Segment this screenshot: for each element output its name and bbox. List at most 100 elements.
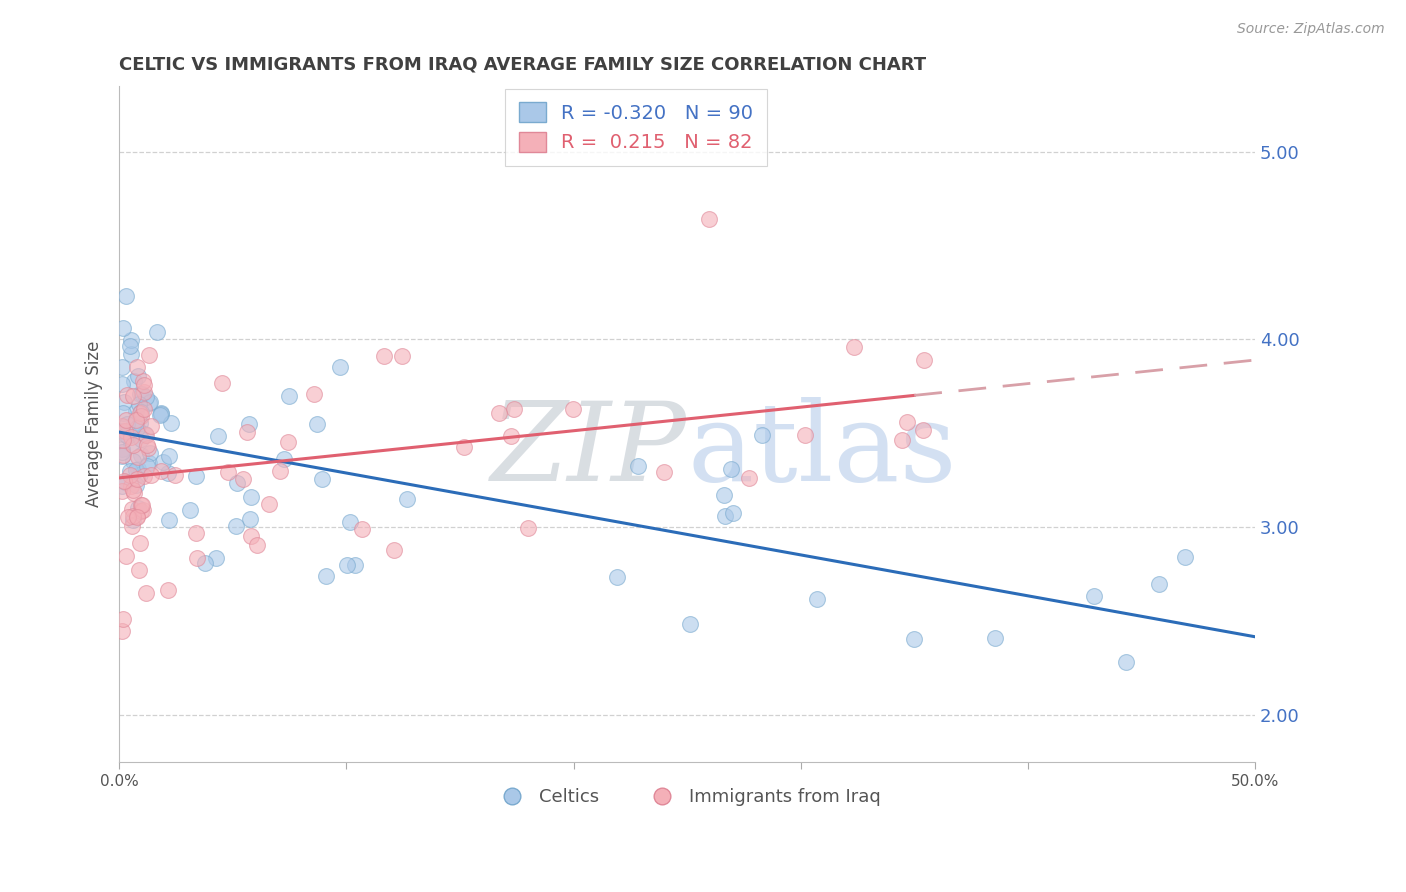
- Point: [136, 438, 159, 452]
- Point: [132, 385, 155, 400]
- Point: [111, 433, 134, 447]
- Point: [315, 568, 337, 582]
- Point: [146, 325, 169, 339]
- Point: [207, 428, 229, 442]
- Point: [382, 543, 405, 558]
- Point: [152, 454, 174, 468]
- Point: [186, 551, 208, 566]
- Point: [911, 423, 934, 437]
- Point: [165, 468, 187, 483]
- Point: [217, 466, 239, 480]
- Point: [111, 479, 134, 493]
- Point: [1174, 550, 1197, 565]
- Point: [453, 440, 475, 454]
- Point: [120, 478, 142, 492]
- Point: [111, 419, 134, 434]
- Point: [131, 498, 153, 512]
- Point: [1083, 589, 1105, 603]
- Point: [225, 519, 247, 533]
- Point: [128, 397, 150, 411]
- Point: [738, 471, 761, 485]
- Point: [127, 360, 149, 375]
- Point: [111, 442, 134, 456]
- Point: [720, 462, 742, 476]
- Point: [125, 472, 148, 486]
- Point: [125, 510, 148, 524]
- Point: [120, 429, 142, 443]
- Point: [115, 289, 138, 303]
- Point: [124, 486, 146, 500]
- Point: [114, 475, 136, 489]
- Point: [127, 509, 149, 524]
- Point: [1147, 577, 1170, 591]
- Text: atlas: atlas: [688, 397, 956, 504]
- Point: [336, 558, 359, 573]
- Point: [184, 468, 207, 483]
- Point: [114, 424, 136, 438]
- Point: [891, 433, 914, 447]
- Point: [246, 538, 269, 552]
- Point: [339, 515, 361, 529]
- Point: [606, 569, 628, 583]
- Point: [138, 348, 160, 362]
- Point: [305, 417, 328, 432]
- Point: [112, 394, 135, 409]
- Point: [120, 467, 142, 482]
- Point: [122, 438, 145, 452]
- Point: [713, 488, 735, 502]
- Point: [157, 513, 180, 527]
- Point: [112, 406, 135, 420]
- Point: [121, 502, 143, 516]
- Point: [503, 402, 526, 417]
- Point: [115, 388, 138, 402]
- Point: [120, 347, 142, 361]
- Point: [117, 510, 139, 524]
- Text: Source: ZipAtlas.com: Source: ZipAtlas.com: [1237, 22, 1385, 37]
- Point: [110, 483, 132, 498]
- Point: [269, 464, 291, 478]
- Point: [350, 522, 373, 536]
- Point: [714, 508, 737, 523]
- Point: [396, 492, 419, 507]
- Point: [501, 429, 523, 443]
- Point: [115, 549, 138, 563]
- Point: [122, 454, 145, 468]
- Point: [121, 519, 143, 533]
- Text: ZIP: ZIP: [491, 397, 688, 505]
- Point: [232, 472, 254, 486]
- Point: [141, 419, 163, 434]
- Point: [129, 432, 152, 446]
- Point: [134, 426, 156, 441]
- Point: [135, 428, 157, 442]
- Point: [111, 448, 134, 462]
- Point: [129, 405, 152, 419]
- Point: [194, 556, 217, 570]
- Point: [184, 525, 207, 540]
- Point: [129, 448, 152, 462]
- Point: [679, 617, 702, 632]
- Point: [127, 368, 149, 383]
- Point: [697, 211, 720, 226]
- Point: [844, 340, 866, 354]
- Point: [896, 415, 918, 429]
- Point: [129, 416, 152, 430]
- Point: [150, 464, 173, 478]
- Point: [128, 386, 150, 401]
- Y-axis label: Average Family Size: Average Family Size: [86, 341, 103, 507]
- Point: [273, 452, 295, 467]
- Point: [128, 467, 150, 482]
- Point: [129, 409, 152, 423]
- Point: [205, 550, 228, 565]
- Point: [120, 334, 142, 348]
- Point: [211, 376, 233, 390]
- Point: [132, 503, 155, 517]
- Point: [149, 408, 172, 422]
- Point: [124, 478, 146, 492]
- Point: [278, 388, 301, 402]
- Point: [117, 429, 139, 443]
- Point: [373, 349, 395, 363]
- Point: [138, 395, 160, 409]
- Point: [391, 349, 413, 363]
- Point: [311, 472, 333, 486]
- Point: [131, 386, 153, 401]
